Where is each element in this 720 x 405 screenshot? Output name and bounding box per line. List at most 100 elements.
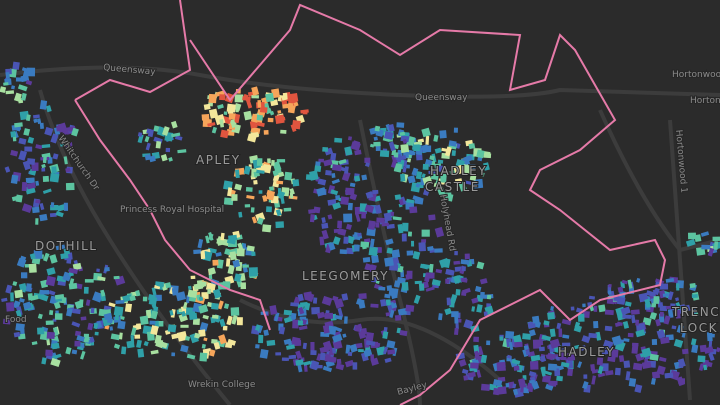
building — [219, 94, 226, 101]
building — [259, 106, 268, 113]
building — [392, 216, 402, 221]
building — [683, 304, 691, 312]
building — [71, 349, 78, 355]
building — [458, 358, 467, 367]
building — [549, 328, 556, 338]
building — [231, 315, 238, 325]
building — [122, 294, 133, 303]
building — [295, 350, 302, 360]
building — [89, 336, 95, 343]
building — [22, 301, 32, 310]
building — [74, 340, 81, 347]
building — [635, 319, 640, 326]
building — [347, 136, 353, 141]
building — [48, 290, 56, 296]
building — [136, 339, 142, 349]
building — [50, 357, 61, 368]
building — [567, 352, 576, 361]
building — [227, 187, 233, 197]
building — [22, 288, 27, 293]
building — [208, 349, 216, 357]
building — [389, 309, 395, 319]
building — [399, 131, 406, 136]
building — [51, 166, 57, 174]
building — [1, 297, 8, 303]
building — [266, 190, 276, 201]
building — [151, 303, 157, 309]
building — [256, 158, 263, 166]
building — [373, 141, 381, 147]
building — [156, 282, 165, 288]
building — [688, 232, 697, 240]
building — [100, 289, 106, 297]
building — [251, 251, 256, 257]
building — [667, 291, 674, 301]
boundary — [74, 0, 667, 405]
building — [463, 375, 469, 381]
building — [354, 206, 362, 215]
building — [338, 159, 347, 165]
building — [277, 110, 282, 114]
building — [445, 192, 452, 201]
building — [549, 338, 561, 349]
building — [483, 162, 490, 171]
building — [707, 247, 715, 257]
building — [202, 314, 209, 320]
building — [454, 178, 463, 184]
building — [425, 135, 430, 146]
building — [10, 292, 14, 302]
building — [451, 311, 459, 318]
building — [35, 199, 41, 204]
building — [374, 204, 382, 215]
building — [627, 279, 633, 289]
building — [198, 304, 209, 314]
building — [60, 142, 65, 147]
building — [52, 353, 62, 360]
building — [381, 222, 389, 227]
building — [343, 213, 353, 223]
building — [272, 171, 278, 177]
building — [300, 109, 309, 114]
building — [26, 158, 36, 165]
building — [223, 197, 234, 206]
building — [192, 318, 200, 326]
building — [63, 248, 71, 255]
building — [357, 323, 363, 329]
building — [361, 210, 367, 219]
building — [623, 360, 631, 369]
building — [532, 315, 540, 324]
building — [598, 304, 606, 313]
building — [40, 290, 49, 295]
building — [316, 311, 325, 319]
building — [703, 346, 714, 355]
building — [52, 153, 59, 160]
building — [224, 342, 233, 349]
building — [413, 144, 420, 152]
building — [622, 314, 632, 319]
building — [297, 293, 304, 302]
building — [234, 113, 241, 124]
building — [373, 136, 378, 141]
building — [659, 356, 667, 363]
building — [275, 221, 285, 229]
building — [80, 316, 87, 321]
building — [14, 122, 23, 128]
building — [10, 149, 19, 157]
building — [664, 372, 674, 379]
building — [14, 289, 24, 299]
building — [407, 175, 416, 184]
building — [171, 333, 181, 340]
building — [46, 331, 55, 340]
building — [150, 310, 158, 320]
building — [339, 249, 347, 255]
building — [593, 305, 598, 312]
building — [276, 190, 286, 200]
building — [211, 126, 218, 134]
building — [322, 365, 333, 373]
building — [232, 259, 241, 268]
building — [517, 378, 527, 388]
building — [333, 326, 343, 333]
building — [384, 357, 392, 364]
building — [382, 331, 389, 339]
